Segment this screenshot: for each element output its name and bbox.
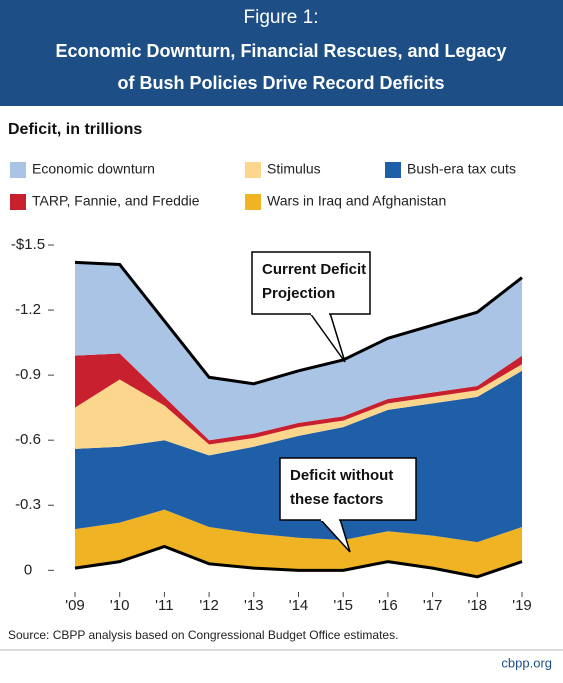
legend-label: TARP, Fannie, and Freddie	[32, 193, 200, 209]
x-tick-label: '12	[199, 597, 219, 614]
annotation: these factors	[290, 491, 383, 508]
source: Source: CBPP analysis based on Congressi…	[8, 628, 398, 642]
x-tick-label: '14	[289, 597, 309, 614]
legend-swatch	[10, 194, 26, 210]
x-tick-label: '18	[468, 597, 488, 614]
x-tick-label: '17	[423, 597, 443, 614]
callout-box	[279, 457, 417, 521]
x-tick-label: '15	[333, 597, 353, 614]
header-band	[0, 0, 563, 106]
credit: cbpp.org	[501, 655, 552, 670]
x-tick-label: '19	[512, 597, 532, 614]
x-tick-label: '11	[155, 597, 173, 614]
callout-pointer	[309, 312, 346, 363]
annotation: Projection	[262, 285, 335, 302]
chart-title: Economic Downturn, Financial Rescues, an…	[55, 41, 506, 61]
y-tick-label: 0	[24, 561, 32, 578]
baseline-line	[74, 544, 523, 579]
area	[75, 262, 522, 441]
chart-title: of Bush Policies Drive Record Deficits	[117, 73, 444, 93]
y-axis-label: Deficit, in trillions	[8, 121, 142, 138]
y-tick-label: -0.9	[15, 366, 41, 383]
x-tick-label: '09	[65, 597, 85, 614]
figure-label: Figure 1:	[244, 7, 319, 28]
area	[75, 364, 522, 456]
y-tick-label: -$1.5	[11, 236, 45, 253]
legend-label: Bush-era tax cuts	[407, 161, 516, 177]
legend-swatch	[245, 162, 261, 178]
annotation: Deficit without	[290, 467, 393, 484]
callout-pointer	[319, 518, 351, 553]
callout-box	[251, 251, 371, 315]
y-tick-label: -0.3	[15, 496, 41, 513]
total-line	[74, 260, 523, 386]
callout-cover	[311, 311, 329, 315]
legend-swatch	[385, 162, 401, 178]
legend-label: Wars in Iraq and Afghanistan	[267, 193, 446, 209]
x-tick-label: '13	[244, 597, 264, 614]
x-tick-label: '10	[110, 597, 130, 614]
legend-swatch	[245, 194, 261, 210]
area	[75, 353, 522, 445]
x-tick-label: '16	[378, 597, 398, 614]
legend-swatch	[10, 162, 26, 178]
legend-label: Economic downturn	[32, 161, 155, 177]
y-tick-label: -0.6	[15, 431, 41, 448]
area	[75, 509, 522, 577]
y-tick-label: -1.2	[15, 301, 41, 318]
annotation: Current Deficit	[262, 261, 366, 278]
legend-label: Stimulus	[267, 161, 321, 177]
callout-cover	[321, 517, 339, 521]
